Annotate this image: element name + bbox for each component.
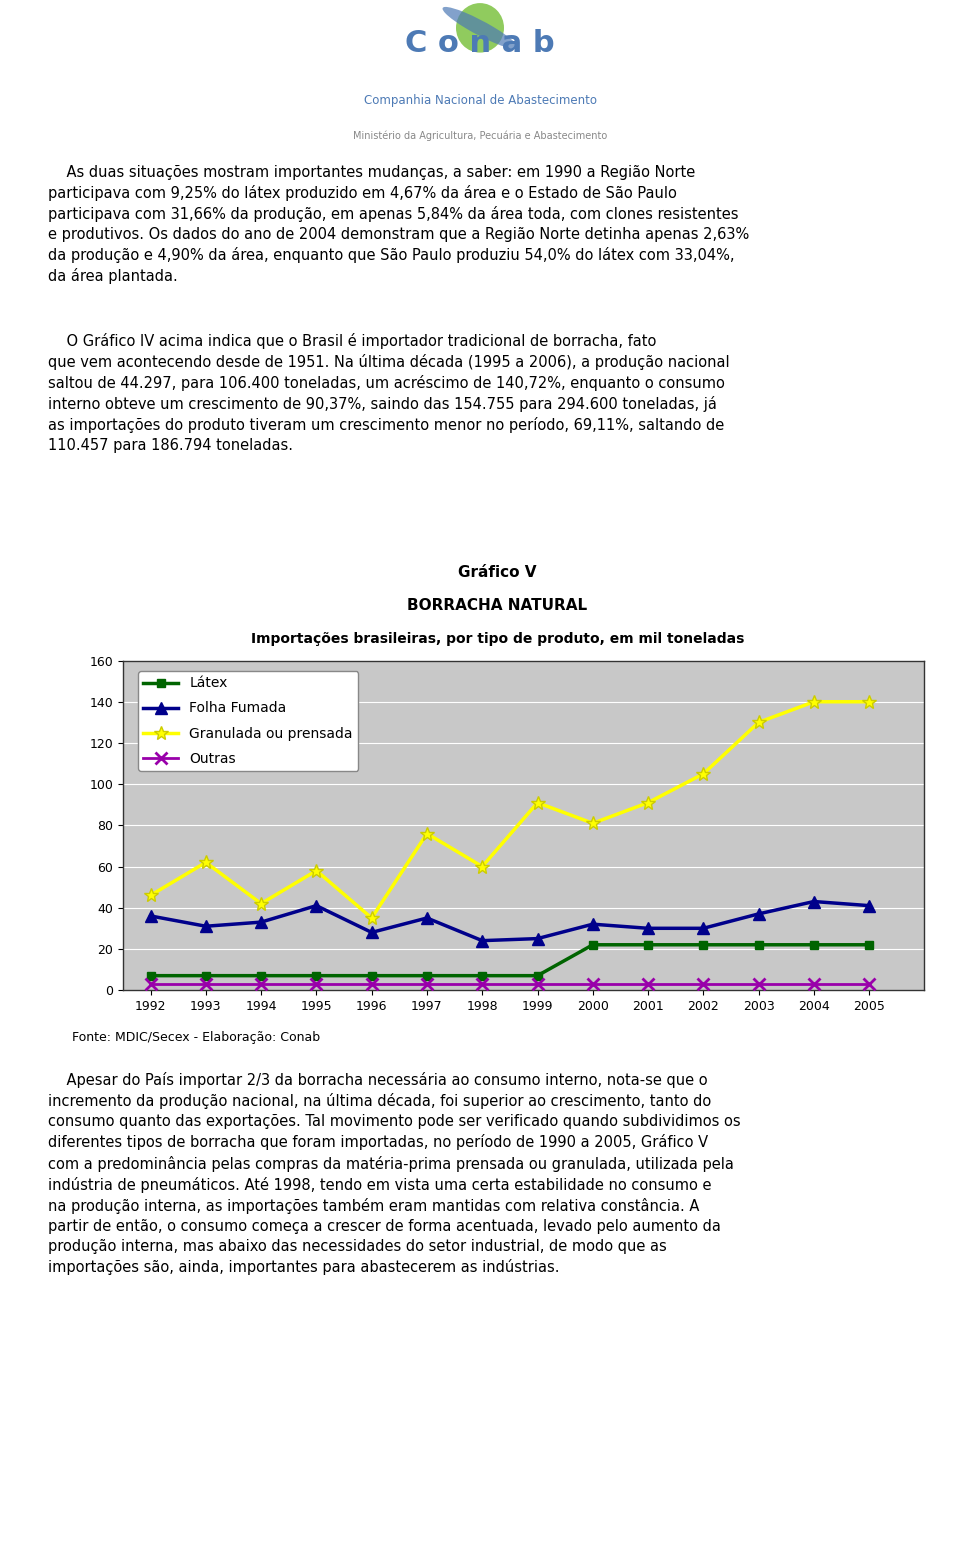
Text: Importações brasileiras, por tipo de produto, em mil toneladas: Importações brasileiras, por tipo de pro… — [251, 633, 744, 647]
Text: O Gráfico IV acima indica que o Brasil é importador tradicional de borracha, fat: O Gráfico IV acima indica que o Brasil é… — [48, 333, 730, 453]
Text: C o n a b: C o n a b — [405, 29, 555, 57]
Text: BORRACHA NATURAL: BORRACHA NATURAL — [407, 599, 588, 613]
Text: Companhia Nacional de Abastecimento: Companhia Nacional de Abastecimento — [364, 94, 596, 107]
Text: Fonte: MDIC/Secex - Elaboração: Conab: Fonte: MDIC/Secex - Elaboração: Conab — [72, 1032, 320, 1044]
Text: Gráfico V: Gráfico V — [458, 565, 537, 580]
Text: Apesar do País importar 2/3 da borracha necessária ao consumo interno, nota-se q: Apesar do País importar 2/3 da borracha … — [48, 1072, 740, 1275]
Ellipse shape — [443, 6, 517, 50]
Text: Ministério da Agricultura, Pecuária e Abastecimento: Ministério da Agricultura, Pecuária e Ab… — [353, 131, 607, 141]
Legend: Látex, Folha Fumada, Granulada ou prensada, Outras: Látex, Folha Fumada, Granulada ou prensa… — [138, 671, 358, 772]
Ellipse shape — [456, 3, 504, 53]
Text: As duas situações mostram importantes mudanças, a saber: em 1990 a Região Norte
: As duas situações mostram importantes mu… — [48, 166, 749, 285]
